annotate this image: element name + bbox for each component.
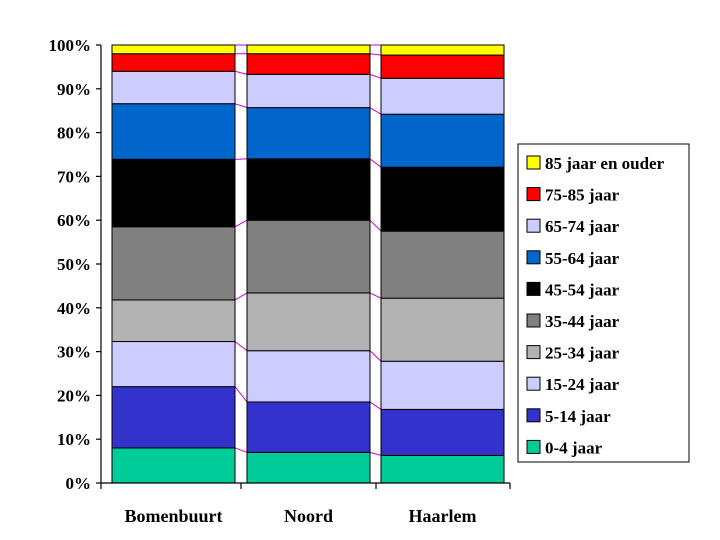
legend-label: 15-24 jaar	[545, 375, 620, 394]
bar-segment-35-44-jaar-Haarlem	[380, 230, 505, 299]
category-label: Bomenbuurt	[124, 506, 222, 526]
bar-segment-65-74-jaar-Haarlem	[380, 77, 505, 115]
bar-segment-75-85-jaar-Noord	[246, 53, 371, 75]
legend-swatch	[526, 439, 541, 454]
bar-segment-25-34-jaar-Bomenbuurt	[111, 299, 236, 343]
y-tick-label: 70%	[57, 167, 91, 186]
bar-segment-15-24-jaar-Haarlem	[380, 360, 505, 410]
bar-segment-0-4-jaar-Bomenbuurt	[111, 447, 236, 484]
bar-segment-25-34-jaar-Haarlem	[380, 297, 505, 362]
legend-swatch	[526, 187, 541, 202]
series-line	[234, 70, 248, 75]
series-line	[369, 451, 382, 456]
legend-label: 0-4 jaar	[545, 438, 603, 457]
bars	[111, 44, 505, 484]
legend-label: 55-64 jaar	[545, 249, 620, 268]
y-tick-label: 30%	[57, 343, 91, 362]
legend-swatch	[526, 345, 541, 360]
bar-segment-5-14-jaar-Noord	[246, 401, 371, 453]
legend-label: 65-74 jaar	[545, 217, 620, 236]
axes: 0% 10% 20% 30% 40% 50% 60% 70% 80% 90% 100% Bomenbu…	[49, 36, 511, 526]
series-line	[369, 53, 382, 56]
series-line	[369, 73, 382, 79]
bar-segment-75-85-jaar-Bomenbuurt	[111, 53, 236, 72]
legend-swatch	[526, 281, 541, 296]
bar-segment-15-24-jaar-Noord	[246, 350, 371, 403]
bar-segment-45-54-jaar-Haarlem	[380, 166, 505, 232]
bar-segment-15-24-jaar-Bomenbuurt	[111, 341, 236, 388]
y-tick-label: 80%	[57, 124, 91, 143]
y-tick-label: 90%	[57, 80, 91, 99]
bar-segment-75-85-jaar-Haarlem	[380, 54, 505, 79]
bar-segment-0-4-jaar-Noord	[246, 451, 371, 484]
category-label: Haarlem	[409, 506, 477, 526]
bar-segment-5-14-jaar-Haarlem	[380, 408, 505, 456]
category-label: Noord	[284, 506, 333, 526]
bar-segment-5-14-jaar-Bomenbuurt	[111, 386, 236, 449]
legend-label: 5-14 jaar	[545, 407, 611, 426]
series-line	[234, 447, 248, 453]
legend-label: 35-44 jaar	[545, 312, 620, 331]
legend-swatch	[526, 376, 541, 391]
legend-box	[517, 143, 690, 463]
bar-segment-35-44-jaar-Bomenbuurt	[111, 226, 236, 301]
legend-label: 25-34 jaar	[545, 344, 620, 363]
y-tick-label: 60%	[57, 211, 91, 230]
bar-segment-85-jaar-en-ouder-Haarlem	[380, 44, 505, 56]
bar-segment-55-64-jaar-Noord	[246, 107, 371, 160]
bar-segment-85-jaar-en-ouder-Bomenbuurt	[111, 44, 236, 55]
legend-swatch	[526, 250, 541, 265]
bar-segment-55-64-jaar-Bomenbuurt	[111, 103, 236, 160]
legend-label: 85 jaar en ouder	[545, 154, 665, 173]
bar-segment-35-44-jaar-Noord	[246, 219, 371, 294]
series-line	[369, 107, 382, 115]
bar-segment-45-54-jaar-Noord	[246, 158, 371, 221]
series-line	[234, 103, 248, 109]
y-tick-label: 10%	[57, 430, 91, 449]
series-line	[369, 292, 382, 299]
series-line	[234, 219, 248, 228]
legend-swatch	[526, 155, 541, 170]
y-tick-label: 0%	[66, 474, 92, 493]
series-line	[234, 386, 248, 403]
legend-swatch	[526, 218, 541, 233]
legend-swatch	[526, 313, 541, 328]
series-lines	[234, 44, 382, 456]
series-line	[369, 401, 382, 410]
bar-segment-45-54-jaar-Bomenbuurt	[111, 158, 236, 228]
legend-label: 75-85 jaar	[545, 186, 620, 205]
series-line	[369, 219, 382, 232]
y-tick-label: 20%	[57, 386, 91, 405]
bar-segment-55-64-jaar-Haarlem	[380, 113, 505, 168]
series-line	[369, 158, 382, 168]
bar-segment-85-jaar-en-ouder-Noord	[246, 44, 371, 55]
y-tick-label: 100%	[49, 36, 92, 55]
bar-segment-65-74-jaar-Bomenbuurt	[111, 70, 236, 105]
series-line	[369, 350, 382, 362]
y-tick-label: 40%	[57, 299, 91, 318]
series-line	[234, 292, 248, 301]
legend-swatch	[526, 408, 541, 423]
legend: 85 jaar en ouder 75-85 jaar 65-74 jaar 55-6…	[517, 143, 690, 463]
bar-segment-65-74-jaar-Noord	[246, 73, 371, 109]
y-tick-label: 50%	[57, 255, 91, 274]
bar-segment-0-4-jaar-Haarlem	[380, 454, 505, 484]
legend-label: 45-54 jaar	[545, 280, 620, 299]
bar-segment-25-34-jaar-Noord	[246, 292, 371, 352]
series-line	[234, 341, 248, 352]
